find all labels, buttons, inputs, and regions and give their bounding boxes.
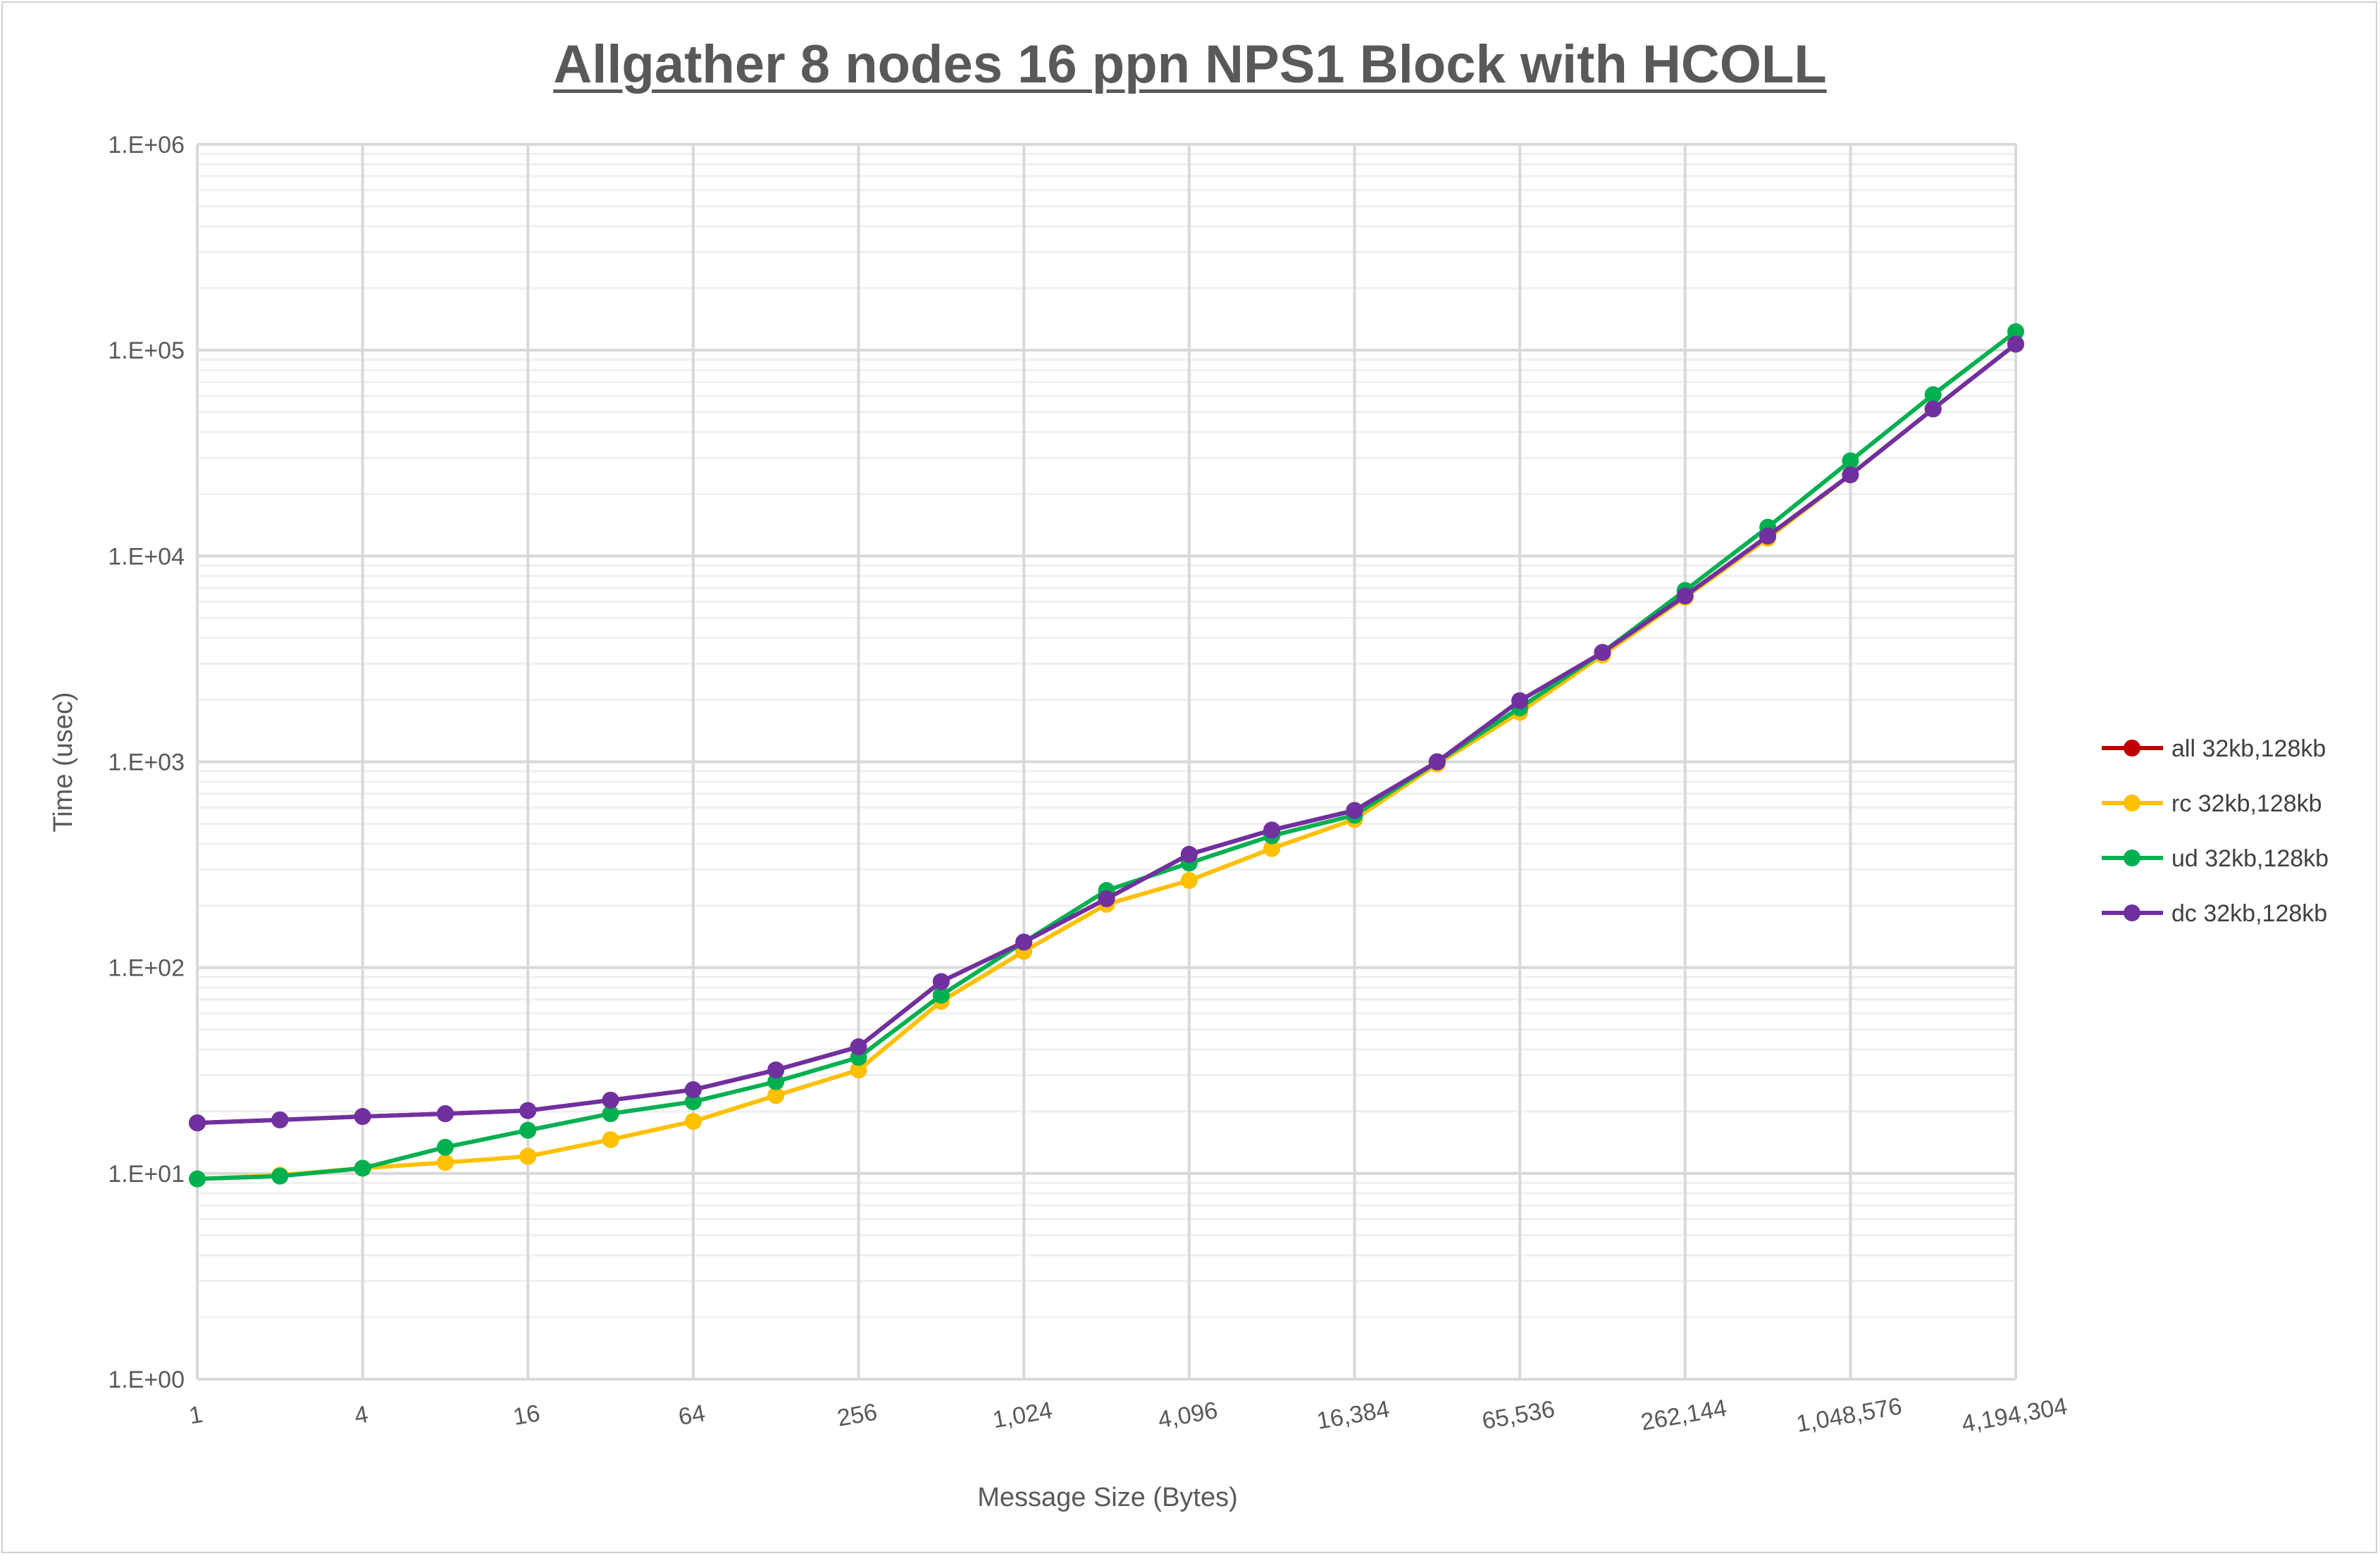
data-point (1428, 753, 1446, 771)
legend-marker (2124, 795, 2140, 811)
series-line (197, 342, 2017, 1126)
data-point (932, 986, 950, 1004)
x-tick-label: 256 (835, 1399, 879, 1432)
data-point (354, 1159, 371, 1177)
data-point (1098, 890, 1115, 907)
series-ud (189, 323, 2024, 1188)
data-point (684, 1112, 702, 1130)
y-tick-label: 1.E+04 (108, 543, 185, 570)
data-point (850, 1038, 867, 1056)
data-point (1263, 840, 1281, 857)
data-point (1263, 821, 1281, 839)
data-point (271, 1111, 289, 1128)
data-point (767, 1087, 785, 1104)
legend-entry: all 32kb,128kb (2102, 735, 2326, 762)
data-point (1759, 528, 1777, 545)
data-point (436, 1154, 454, 1171)
data-point (602, 1105, 619, 1123)
x-tick-label: 65,536 (1480, 1395, 1557, 1434)
y-tick-label: 1.E+00 (108, 1367, 185, 1393)
x-tick-label: 4 (352, 1401, 370, 1430)
data-point (684, 1081, 702, 1099)
data-point (602, 1091, 619, 1109)
legend: all 32kb,128kb rc 32kb,128kb ud 32kb,128kb… (2102, 735, 2329, 927)
y-axis-label: Time (usec) (49, 692, 78, 832)
data-point (1511, 692, 1529, 709)
data-point (767, 1062, 785, 1079)
data-point (1180, 872, 1198, 890)
y-tick-label: 1.E+03 (108, 749, 185, 776)
data-point (1015, 933, 1033, 951)
legend-entry: dc 32kb,128kb (2102, 900, 2327, 927)
x-tick-label: 4,194,304 (1959, 1393, 2069, 1438)
data-point (1842, 452, 1859, 470)
data-point (354, 1108, 371, 1126)
x-tick-label: 16 (511, 1400, 542, 1431)
x-tick-label: 4,096 (1156, 1397, 1220, 1433)
gridlines (196, 143, 2017, 1381)
data-point (767, 1073, 785, 1090)
tick-labels: 1.E+00 1.E+01 1.E+02 1.E+03 1.E+04 1.E+05 1.E+… (108, 132, 2069, 1438)
x-tick-label: 64 (676, 1400, 707, 1431)
series-dc (189, 335, 2024, 1132)
legend-entry: ud 32kb,128kb (2102, 845, 2329, 872)
legend-label: ud 32kb,128kb (2171, 845, 2329, 872)
legend-label: all 32kb,128kb (2171, 735, 2326, 762)
series-group (189, 323, 2024, 1188)
legend-marker (2124, 849, 2140, 866)
x-tick-label: 1 (187, 1401, 204, 1430)
data-point (189, 1170, 206, 1188)
data-point (1924, 400, 1942, 418)
y-tick-label: 1.E+05 (108, 337, 185, 364)
legend-entry: rc 32kb,128kb (2102, 790, 2322, 817)
data-point (189, 1114, 206, 1132)
data-point (1676, 587, 1694, 604)
x-tick-label: 1,024 (991, 1397, 1054, 1433)
data-point (602, 1131, 619, 1148)
data-point (2007, 323, 2024, 340)
data-point (271, 1167, 289, 1185)
data-point (1180, 845, 1198, 863)
data-point (1842, 466, 1859, 484)
data-point (684, 1093, 702, 1111)
legend-marker (2124, 740, 2140, 757)
data-point (436, 1138, 454, 1156)
series-all (189, 335, 2024, 1132)
chart-title: Allgather 8 nodes 16 ppn NPS1 Block with… (553, 35, 1827, 94)
legend-label: dc 32kb,128kb (2171, 900, 2327, 927)
y-tick-label: 1.E+06 (108, 132, 185, 158)
data-point (519, 1121, 537, 1139)
data-point (2007, 335, 2024, 353)
legend-marker (2124, 904, 2140, 921)
data-point (436, 1105, 454, 1123)
data-point (850, 1062, 867, 1079)
x-tick-label: 16,384 (1315, 1395, 1392, 1434)
data-point (1346, 802, 1363, 819)
x-axis-label: Message Size (Bytes) (977, 1483, 1238, 1512)
data-point (519, 1102, 537, 1119)
data-point (1594, 644, 1611, 661)
x-tick-label: 1,048,576 (1795, 1393, 1904, 1438)
x-tick-label: 262,144 (1639, 1395, 1729, 1436)
series-line (197, 342, 2017, 1126)
legend-label: rc 32kb,128kb (2171, 790, 2322, 817)
data-point (519, 1147, 537, 1165)
y-tick-label: 1.E+02 (108, 955, 185, 982)
y-tick-label: 1.E+01 (108, 1161, 185, 1188)
data-point (1924, 386, 1942, 404)
data-point (932, 973, 950, 990)
